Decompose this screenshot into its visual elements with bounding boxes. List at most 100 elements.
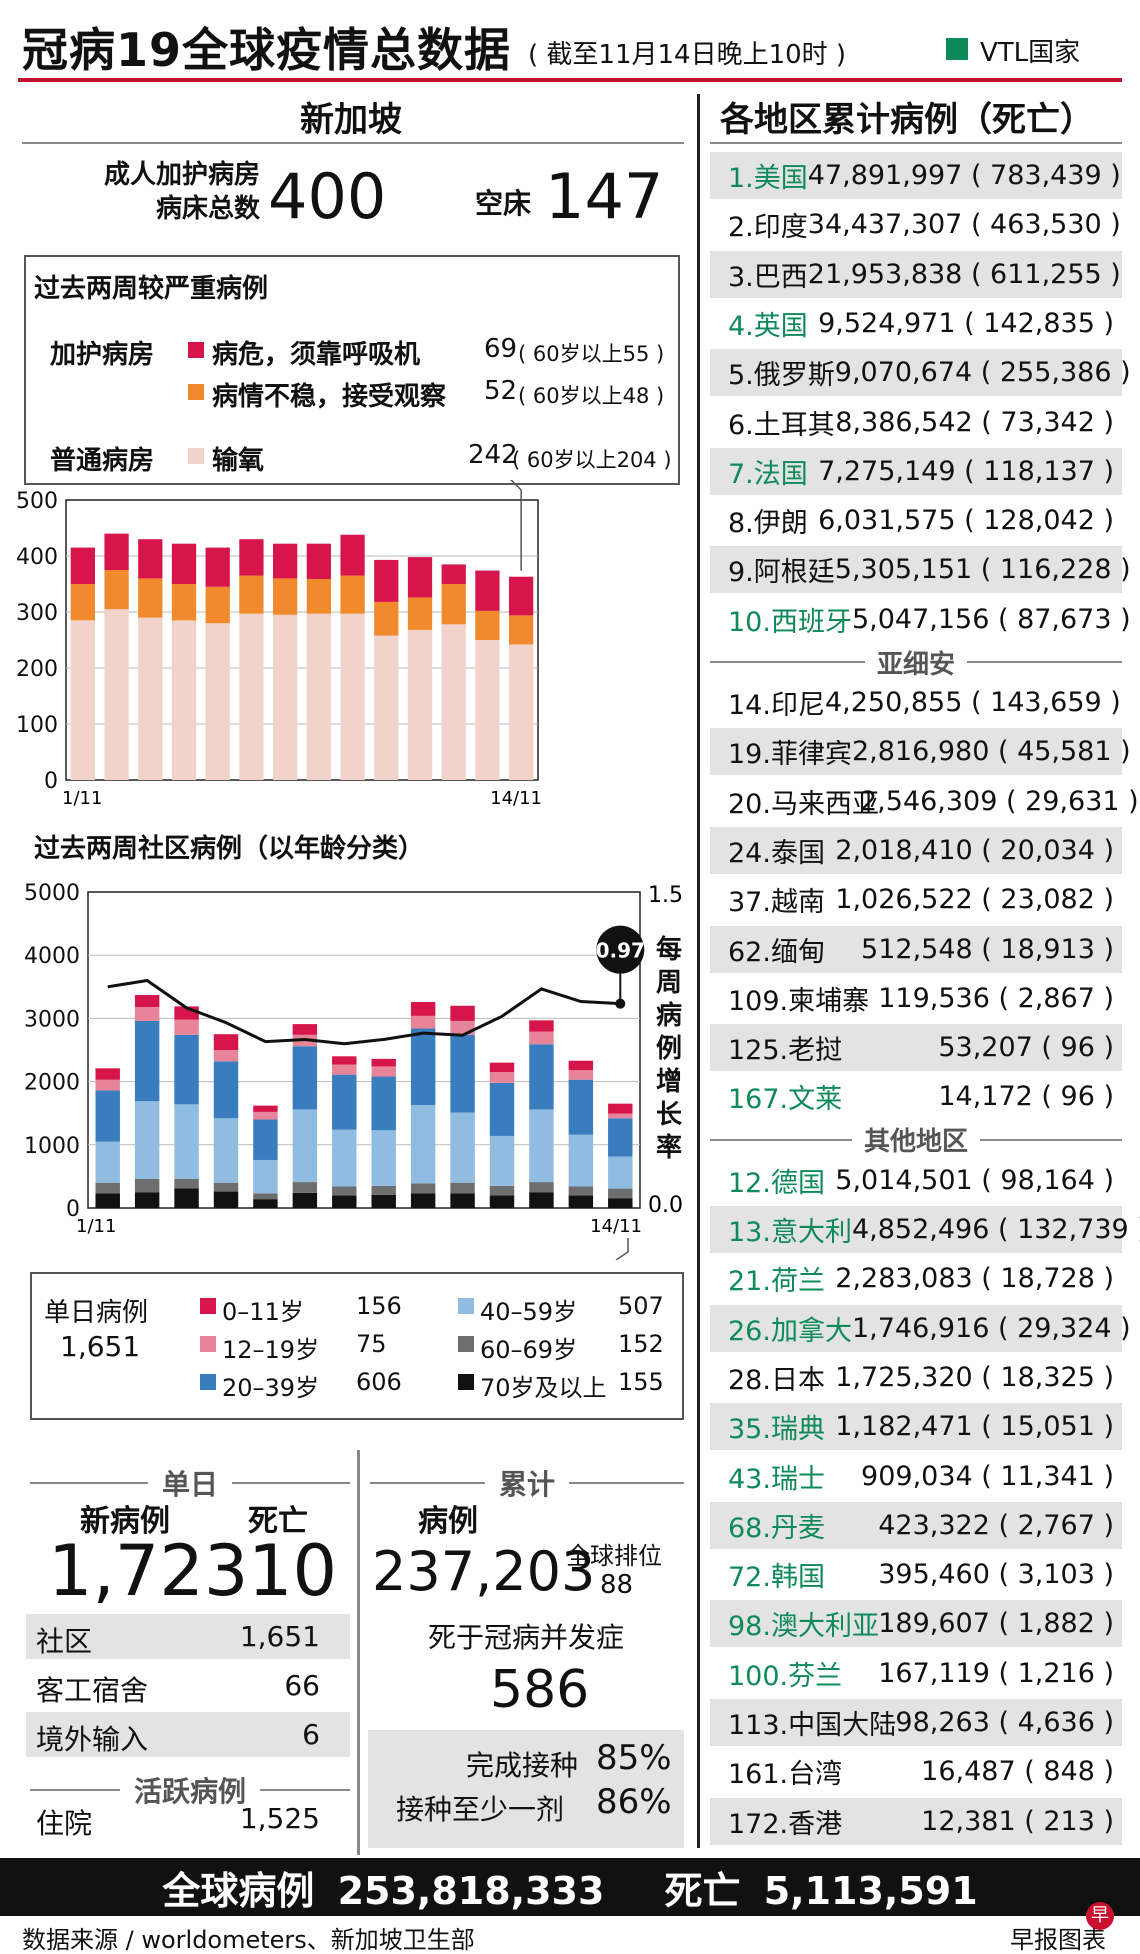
chart1-xtick-last: 14/11 xyxy=(490,788,542,809)
region-row: 6.土耳其 8,386,542 ( 73,342 ) xyxy=(710,399,1122,446)
chart2-bar xyxy=(174,1019,199,1035)
age-legend-label: 20–39岁 xyxy=(222,1374,320,1402)
chart2-bar xyxy=(529,1182,554,1193)
region-value: 395,460 ( 3,103 ) xyxy=(878,1559,1114,1591)
region-name: 4.英国 xyxy=(728,310,808,342)
chart2-ytick: 4000 xyxy=(24,944,80,969)
region-row: 167.文莱 14,172 ( 96 ) xyxy=(710,1073,1122,1120)
severe-cases-title: 过去两周较严重病例 xyxy=(34,274,269,304)
global-cases: 全球病例 253,818,333 xyxy=(162,1860,604,1915)
region-row: 20.马来西亚 2,546,309 ( 29,631 ) xyxy=(710,778,1139,825)
region-row: 24.泰国 2,018,410 ( 20,034 ) xyxy=(710,826,1122,874)
chart2-bar xyxy=(95,1090,120,1142)
region-row: 10.西班牙 5,047,156 ( 87,673 ) xyxy=(710,596,1131,643)
region-name: 7.法国 xyxy=(728,458,808,490)
breakdown-label: 社区 xyxy=(36,1625,93,1658)
chart2-bar xyxy=(608,1113,633,1119)
critical-value: 69 xyxy=(484,334,518,364)
asean-group: 亚细安 xyxy=(710,647,1123,680)
chart1-bar xyxy=(138,617,163,780)
region-name: 14.印尼 xyxy=(728,690,825,721)
severe-cases-box xyxy=(24,255,680,485)
chart2-bar xyxy=(568,1060,594,1071)
region-row: 2.印度 34,437,307 ( 463,530 ) xyxy=(710,201,1122,248)
chart2-bar xyxy=(568,1070,594,1080)
chart2-bar xyxy=(253,1105,278,1112)
age-legend-swatch xyxy=(200,1336,216,1352)
chart2-xtick-last: 14/11 xyxy=(590,1216,642,1237)
global-cases-label: 全球病例 xyxy=(162,1868,315,1913)
age-legend-label: 12–19岁 xyxy=(222,1336,320,1364)
age-legend-value: 152 xyxy=(618,1330,664,1358)
region-name: 72.韩国 xyxy=(728,1562,825,1594)
chart2-xtick-first: 1/11 xyxy=(76,1216,116,1237)
age-legend-value: 75 xyxy=(356,1330,387,1358)
region-row: 28.日本 1,725,320 ( 18,325 ) xyxy=(710,1354,1122,1401)
chart1-bar xyxy=(306,613,331,780)
region-row: 68.丹麦 423,322 ( 2,767 ) xyxy=(710,1501,1122,1549)
zaobao-badge: 早 xyxy=(1086,1902,1114,1930)
vacc-one-value: 86% xyxy=(596,1782,672,1822)
active-title: 活跃病例 xyxy=(134,1775,247,1808)
chart1-bar xyxy=(407,597,433,630)
age-legend-value: 507 xyxy=(618,1292,664,1320)
global-deaths-label: 死亡 xyxy=(664,1868,741,1913)
chart1-callout xyxy=(510,480,522,571)
vacc-full-value: 85% xyxy=(596,1738,672,1778)
growth-badge-text: 0.97 xyxy=(596,939,645,963)
growth-axis-label: 每周病例增长率 xyxy=(655,935,682,1163)
icu-total-label: 成人加护病房 病床总数 xyxy=(103,160,260,224)
chart2-bar xyxy=(213,1050,239,1062)
region-name: 1.美国 xyxy=(728,163,808,194)
region-row: 21.荷兰 2,283,083 ( 18,728 ) xyxy=(710,1255,1122,1302)
other-group-title: 其他地区 xyxy=(864,1127,969,1158)
age-legend-swatch xyxy=(200,1374,216,1390)
growth-last-point xyxy=(615,998,626,1009)
age-legend-swatch xyxy=(458,1336,474,1352)
region-value: 98,263 ( 4,636 ) xyxy=(895,1707,1114,1738)
single-day-header: 单日 xyxy=(30,1463,351,1503)
critical-swatch xyxy=(188,342,204,358)
region-name: 20.马来西亚 xyxy=(728,788,879,820)
chart2-bar xyxy=(95,1193,120,1208)
region-row: 161.台湾 16,487 ( 848 ) xyxy=(710,1748,1122,1795)
region-row: 43.瑞士 909,034 ( 11,341 ) xyxy=(710,1453,1122,1500)
chart1-bar xyxy=(104,609,129,780)
critical-note: ( 60岁以上55 ) xyxy=(518,342,665,366)
regions-rule xyxy=(710,142,1122,144)
vaccination-panel xyxy=(368,1730,684,1848)
chart2-bar xyxy=(529,1031,554,1045)
region-value: 423,322 ( 2,767 ) xyxy=(878,1509,1114,1541)
regions-title: 各地区累计病例（死亡） xyxy=(720,100,1094,140)
region-name: 8.伊朗 xyxy=(728,508,808,540)
chart2-bar xyxy=(489,1062,515,1073)
region-name: 43.瑞士 xyxy=(728,1463,825,1495)
region-value: 6,031,575 ( 128,042 ) xyxy=(818,505,1114,537)
age-legend-value: 606 xyxy=(356,1368,402,1396)
chart1-ytick: 100 xyxy=(16,713,58,738)
unstable-label: 病情不稳，接受观察 xyxy=(212,382,447,412)
empty-bed-label: 空床 xyxy=(475,187,532,220)
chart2-callout xyxy=(615,1238,629,1260)
daily-cases-value: 1,651 xyxy=(60,1330,141,1363)
chart2-bar xyxy=(95,1079,120,1091)
age-legend-label: 60–69岁 xyxy=(480,1336,578,1364)
chart1-bar xyxy=(306,543,331,579)
region-name: 100.芬兰 xyxy=(728,1660,843,1692)
chart2-bar xyxy=(450,1112,475,1183)
chart2-bar xyxy=(529,1020,554,1032)
singapore-title: 新加坡 xyxy=(300,100,402,140)
chart2-bar xyxy=(253,1199,278,1208)
chart2-bar xyxy=(95,1182,120,1194)
chart2-bar xyxy=(489,1072,515,1083)
breakdown-label: 客工宿舍 xyxy=(36,1674,149,1707)
cum-cases-value: 237,203 xyxy=(372,1540,596,1603)
region-value: 47,891,997 ( 783,439 ) xyxy=(807,160,1121,191)
chart1-bar xyxy=(509,576,534,616)
chart2-bar xyxy=(371,1194,396,1208)
region-row: 19.菲律宾 2,816,980 ( 45,581 ) xyxy=(710,728,1131,776)
chart1-bar xyxy=(407,557,433,598)
breakdown-row-bg xyxy=(26,1614,350,1659)
chart1-bar xyxy=(273,578,298,615)
chart1-bar xyxy=(171,584,197,621)
